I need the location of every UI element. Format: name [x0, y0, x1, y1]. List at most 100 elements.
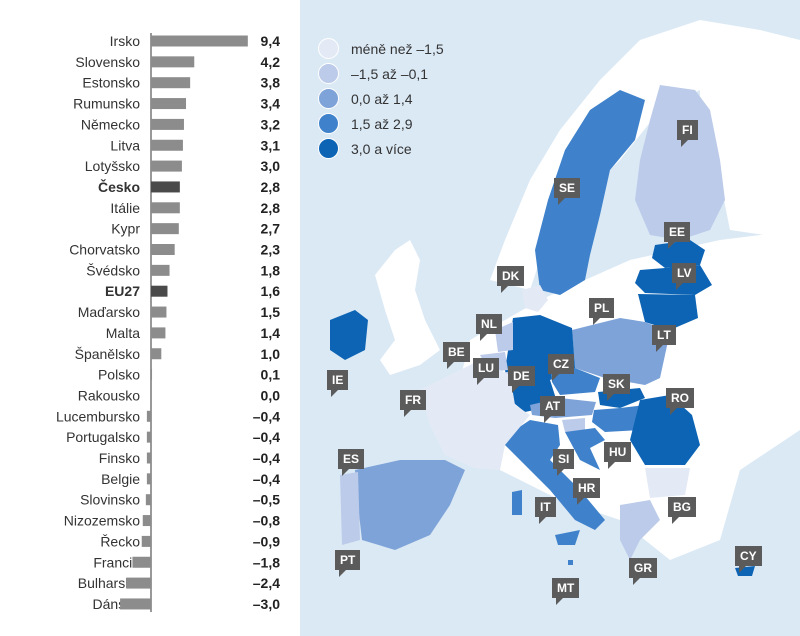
map-label-hu: HU: [604, 442, 632, 469]
bar: [151, 348, 162, 360]
map-country-fi: [635, 85, 725, 240]
map-country-ie: [330, 310, 368, 360]
map-label-fr: FR: [400, 390, 426, 417]
bar: [132, 556, 151, 568]
map-label-lv: LV: [672, 263, 697, 290]
bar: [120, 598, 151, 610]
map-country-it-sicily: [555, 530, 580, 545]
map-label-si: SI: [553, 449, 575, 476]
value-label: –0,4: [253, 450, 280, 466]
legend-label: 1,5 až 2,9: [351, 115, 413, 132]
map-country-it-sardinia: [512, 490, 522, 515]
value-label: 1,4: [261, 325, 281, 341]
map-land-russia: [700, 40, 800, 240]
value-label: 3,1: [261, 137, 281, 153]
map-label-dk: DK: [497, 266, 525, 293]
map-country-fr: [420, 360, 530, 470]
bar: [141, 535, 151, 547]
value-label: –3,0: [253, 596, 280, 612]
bar: [151, 160, 182, 172]
bar: [151, 139, 183, 151]
map-label-bg: BG: [668, 497, 696, 524]
map-country-hu: [592, 405, 645, 432]
map-label-mt: MT: [552, 578, 580, 605]
value-label: –0,4: [253, 471, 280, 487]
legend-label: –1,5 až –0,1: [351, 65, 429, 82]
category-label: Slovensko: [75, 54, 140, 70]
bar: [146, 452, 151, 464]
legend-swatch: [318, 63, 339, 84]
bar: [151, 327, 166, 339]
value-label: –1,8: [253, 554, 280, 570]
map-label-de: DE: [508, 366, 535, 393]
legend-label: 3,0 a více: [351, 140, 412, 157]
map-label-ee: EE: [664, 222, 691, 249]
map-label-sk: SK: [603, 374, 630, 401]
value-label: 9,4: [261, 33, 281, 49]
category-label: Francie: [93, 554, 140, 570]
bar: [151, 306, 167, 318]
bar: [151, 181, 180, 193]
bar: [146, 473, 151, 485]
map-country-es: [355, 460, 465, 550]
map-country-de: [505, 315, 575, 412]
category-label: Chorvatsko: [69, 242, 140, 258]
category-label: Slovinsko: [80, 492, 140, 508]
map-legend: méně než –1,5 –1,5 až –0,1 0,0 až 1,4 1,…: [318, 36, 444, 161]
category-label: EU27: [105, 283, 140, 299]
bar: [151, 369, 153, 381]
map-country-mt: [568, 560, 573, 565]
map-label-lu: LU: [473, 358, 499, 385]
value-label: –0,8: [253, 513, 280, 529]
legend-item: –1,5 až –0,1: [318, 61, 444, 86]
value-label: –2,4: [253, 575, 280, 591]
category-label: Nizozemsko: [64, 513, 140, 529]
map-label-at: AT: [540, 396, 566, 423]
category-label: Irsko: [110, 33, 141, 49]
map-country-cz: [550, 368, 600, 395]
map-label-ro: RO: [666, 388, 694, 415]
bar: [126, 577, 151, 589]
value-label: 1,8: [261, 262, 281, 278]
value-label: 1,0: [261, 346, 281, 362]
map-label-hr: HR: [573, 478, 601, 505]
value-label: 2,8: [261, 179, 281, 195]
map-label-fi: FI: [677, 120, 698, 147]
bar: [151, 77, 191, 89]
map-label-nl: NL: [476, 314, 502, 341]
value-label: 2,3: [261, 242, 281, 258]
map-label-gr: GR: [629, 558, 657, 585]
category-label: Kypr: [111, 221, 140, 237]
category-label: Belgie: [101, 471, 140, 487]
category-label: Rakousko: [78, 387, 140, 403]
map-country-ro: [630, 395, 700, 465]
map-label-es: ES: [338, 449, 365, 476]
legend-item: 1,5 až 2,9: [318, 111, 444, 136]
legend-swatch: [318, 113, 339, 134]
legend-swatch: [318, 38, 339, 59]
bar: [151, 285, 168, 297]
bar: [146, 410, 151, 422]
value-label: –0,4: [253, 408, 280, 424]
bar-chart-panel: Irsko 9,4 Slovensko 4,2 Estonsko 3,8 Rumunsko 3…: [0, 0, 300, 636]
category-label: Portugalsko: [66, 429, 140, 445]
bar: [151, 244, 175, 255]
category-label: Litva: [110, 137, 140, 153]
map-land-uk: [375, 240, 440, 375]
value-label: 0,0: [261, 387, 281, 403]
map-label-cy: CY: [735, 546, 762, 573]
bar: [151, 56, 195, 68]
value-label: 2,8: [261, 200, 281, 216]
bar: [146, 431, 151, 443]
value-label: 1,5: [261, 304, 281, 320]
legend-item: 0,0 až 1,4: [318, 86, 444, 111]
map-country-dk: [522, 285, 548, 312]
legend-label: 0,0 až 1,4: [351, 90, 413, 107]
map-country-hr: [565, 428, 605, 470]
map-label-cz: CZ: [548, 354, 574, 381]
map-label-pt: PT: [335, 550, 361, 577]
bar: [151, 223, 179, 235]
category-label: Lotyšsko: [85, 158, 140, 174]
category-label: Švédsko: [86, 262, 140, 278]
value-label: 3,2: [261, 116, 281, 132]
